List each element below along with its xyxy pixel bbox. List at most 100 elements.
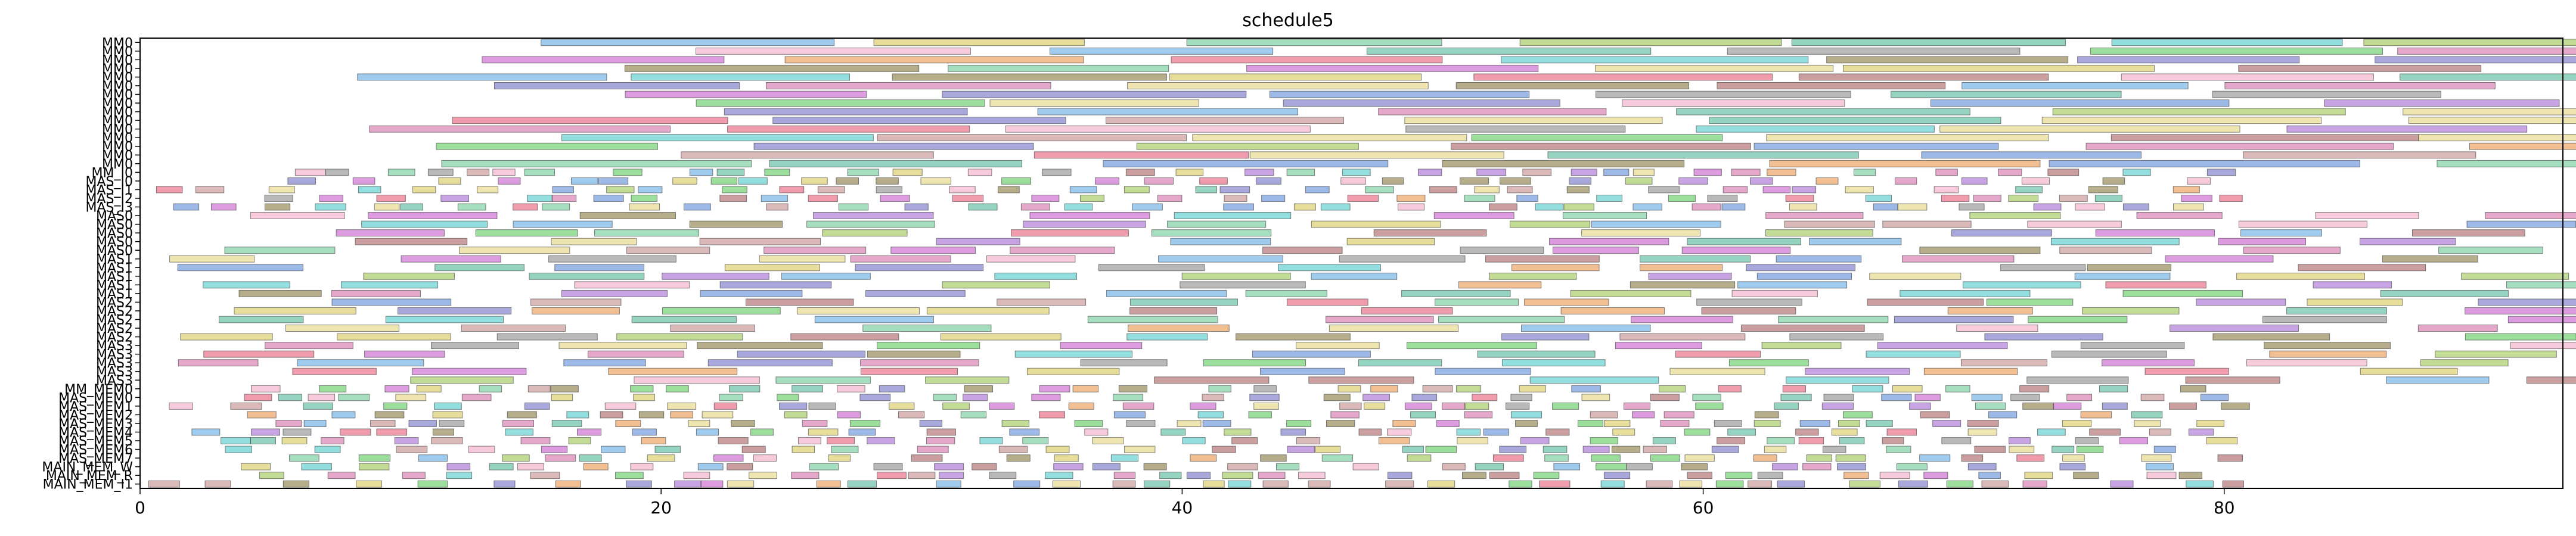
task-bar [356,480,383,488]
task-bar [2469,142,2576,150]
task-bar [1029,212,1150,219]
task-bar [942,281,1050,289]
task-bar [2437,160,2576,167]
task-bar [1619,333,1746,341]
task-bar [1539,480,1571,488]
task-bar [1784,220,1875,228]
task-bar [1909,402,1931,410]
task-bar [1208,385,1231,392]
task-bar [341,281,439,289]
task-bar [1340,177,1366,185]
task-bar [1385,480,1414,488]
y-tick-label: MM0 [102,114,133,129]
y-tick-label: MAS1 [96,253,133,267]
task-bar [1296,437,1321,444]
task-bar [502,420,535,427]
task-bar [1006,454,1031,462]
task-bar [2212,333,2330,341]
task-bar [1777,480,1805,488]
task-bar [2186,480,2214,488]
task-bar [1764,445,1787,453]
y-tick-label: MAS_I1 [86,183,133,198]
task-bar [1169,73,1422,81]
task-bar [1037,108,1299,116]
task-bar [1611,445,1641,453]
task-bar [1923,472,1948,479]
y-tick-label: MM0 [102,70,133,85]
task-bar [527,195,553,202]
y-tick-label: MAS_MEM6 [58,443,133,458]
task-bar [1563,203,1594,211]
task-bar [1275,463,1300,470]
task-bar [630,463,654,470]
task-bar [1785,195,1814,202]
task-bar [939,472,964,479]
task-bar [1596,195,1622,202]
task-bar [2212,91,2441,98]
task-bar [551,394,573,401]
task-bar [1435,298,1519,306]
task-bar [1308,480,1331,488]
task-bar [264,203,291,211]
task-bar [1740,325,1865,332]
task-bar [230,402,262,410]
y-tick-label: MAS1 [96,287,133,302]
task-bar [1311,272,1398,280]
task-bar [1195,186,1217,194]
task-bar [2090,47,2383,55]
task-bar [2360,367,2458,375]
task-bar [1054,454,1079,462]
task-bar [1460,177,1489,185]
bars-layer [148,39,2576,488]
task-bar [2052,445,2075,453]
task-bar [647,454,675,462]
task-bar [855,264,984,272]
task-bar [1984,333,2103,341]
task-bar [2019,385,2050,392]
task-bar [1961,177,1988,185]
task-bar [2219,195,2243,202]
task-bar [1125,169,1155,176]
task-bar [517,463,545,470]
task-bar [554,264,644,272]
task-bar [1457,437,1488,444]
y-tick-label: MAS_MEM5 [58,434,133,449]
task-bar [247,411,277,419]
task-bar [1476,169,1507,176]
task-bar [1919,454,1951,462]
task-bar [1731,169,1761,176]
task-bar [178,359,259,367]
task-bar [837,385,865,392]
task-bar [1464,402,1489,410]
task-bar [1441,402,1466,410]
task-bar [1404,402,1432,410]
task-bar [865,289,966,297]
task-bar [2149,428,2171,436]
task-bar [979,437,1003,444]
task-bar [631,73,850,81]
task-bar [862,325,992,332]
task-bar [2075,203,2105,211]
task-bar [1171,56,1443,64]
task-bar [2085,142,2394,150]
task-bar [427,169,454,176]
task-bar [631,316,737,323]
y-tick-label: MM0 [102,123,133,138]
task-bar [1347,195,1379,202]
task-bar [1364,402,1386,410]
task-bar [2051,350,2167,358]
task-bar [1843,472,1869,479]
task-bar [1603,169,1630,176]
task-bar [1001,420,1029,427]
task-bar [1947,307,2033,314]
task-bar [2461,272,2569,280]
task-bar [1544,454,1569,462]
task-bar [177,264,303,272]
task-bar [889,402,915,410]
task-bar [2089,428,2121,436]
task-bar [1053,463,1084,470]
task-bar [898,411,925,419]
task-bar [1604,420,1631,427]
task-bar [2465,307,2576,314]
task-bar [1625,177,1653,185]
